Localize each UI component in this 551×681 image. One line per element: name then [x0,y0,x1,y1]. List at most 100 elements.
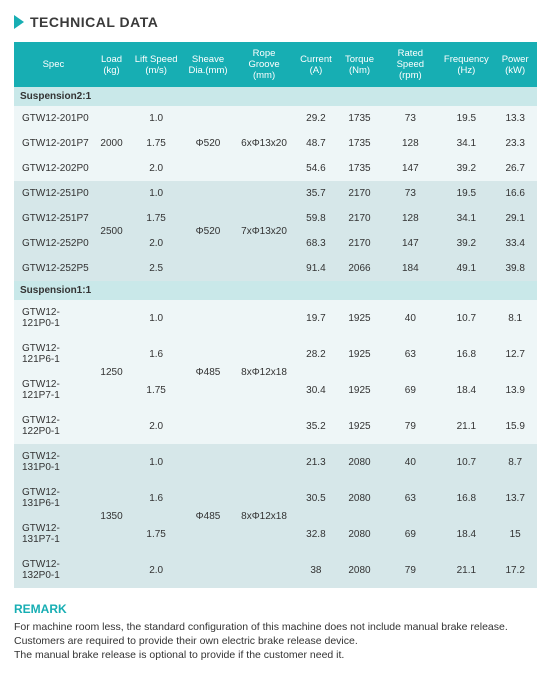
cell-power: 16.6 [493,181,537,206]
cell-freq: 19.5 [439,181,493,206]
cell-spec: GTW12-132P0-1 [14,552,93,588]
cell-spec: GTW12-201P7 [14,131,93,156]
cell-current: 21.3 [294,444,338,480]
cell-torque: 2080 [338,552,382,588]
cell-rspeed: 79 [381,552,439,588]
cell-freq: 21.1 [439,552,493,588]
cell-rspeed: 147 [381,231,439,256]
col-torque: Torque(Nm) [338,42,382,87]
cell-freq: 49.1 [439,256,493,281]
cell-freq: 18.4 [439,372,493,408]
col-lift: Lift Speed(m/s) [130,42,182,87]
cell-spec: GTW12-252P0 [14,231,93,256]
cell-torque: 2080 [338,516,382,552]
cell-rspeed: 63 [381,336,439,372]
cell-freq: 34.1 [439,206,493,231]
cell-rspeed: 79 [381,408,439,444]
cell-current: 91.4 [294,256,338,281]
section-subheader-text: Suspension2:1 [14,87,537,106]
cell-power: 15.9 [493,408,537,444]
cell-power: 39.8 [493,256,537,281]
cell-lift: 1.6 [130,336,182,372]
cell-sheave: Φ520 [182,106,234,181]
cell-lift: 2.0 [130,231,182,256]
cell-spec: GTW12-131P0-1 [14,444,93,480]
cell-current: 68.3 [294,231,338,256]
cell-torque: 2080 [338,480,382,516]
table-row: GTW12-201P020001.0Φ5206xΦ13x2029.2173573… [14,106,537,131]
cell-torque: 1925 [338,408,382,444]
cell-rope: 6xΦ13x20 [234,106,294,181]
cell-freq: 19.5 [439,106,493,131]
cell-torque: 2170 [338,206,382,231]
remark-text: For machine room less, the standard conf… [14,620,537,663]
cell-load: 2500 [93,181,130,281]
cell-torque: 2066 [338,256,382,281]
table-row: GTW12-121P0-112501.0Φ4858xΦ12x1819.71925… [14,300,537,336]
cell-rope: 7xΦ13x20 [234,181,294,281]
cell-load: 1350 [93,444,130,588]
heading-text: TECHNICAL DATA [30,14,158,30]
cell-spec: GTW12-251P0 [14,181,93,206]
col-freq: Frequency(Hz) [439,42,493,87]
table-row: GTW12-251P025001.0Φ5207xΦ13x2035.7217073… [14,181,537,206]
cell-current: 35.7 [294,181,338,206]
cell-sheave: Φ520 [182,181,234,281]
cell-lift: 1.6 [130,480,182,516]
cell-torque: 1925 [338,372,382,408]
cell-spec: GTW12-252P5 [14,256,93,281]
remark-heading: REMARK [14,602,537,616]
cell-lift: 1.75 [130,372,182,408]
cell-spec: GTW12-131P7-1 [14,516,93,552]
col-current: Current(A) [294,42,338,87]
cell-rspeed: 128 [381,206,439,231]
cell-torque: 1735 [338,106,382,131]
cell-spec: GTW12-121P6-1 [14,336,93,372]
col-power: Power(kW) [493,42,537,87]
cell-spec: GTW12-121P0-1 [14,300,93,336]
cell-freq: 10.7 [439,444,493,480]
cell-power: 26.7 [493,156,537,181]
cell-sheave: Φ485 [182,300,234,444]
cell-sheave: Φ485 [182,444,234,588]
cell-current: 30.5 [294,480,338,516]
table-header-row: Spec Load(kg) Lift Speed(m/s) SheaveDia.… [14,42,537,87]
cell-power: 8.7 [493,444,537,480]
cell-spec: GTW12-202P0 [14,156,93,181]
cell-rspeed: 69 [381,516,439,552]
cell-power: 13.7 [493,480,537,516]
cell-lift: 2.0 [130,408,182,444]
cell-lift: 1.0 [130,106,182,131]
cell-rspeed: 69 [381,372,439,408]
cell-freq: 39.2 [439,156,493,181]
cell-power: 13.9 [493,372,537,408]
cell-freq: 39.2 [439,231,493,256]
cell-power: 12.7 [493,336,537,372]
cell-spec: GTW12-251P7 [14,206,93,231]
cell-rspeed: 63 [381,480,439,516]
cell-rspeed: 147 [381,156,439,181]
cell-rspeed: 73 [381,106,439,131]
cell-current: 28.2 [294,336,338,372]
cell-current: 59.8 [294,206,338,231]
cell-rope: 8xΦ12x18 [234,444,294,588]
cell-lift: 2.5 [130,256,182,281]
section-subheader-text: Suspension1:1 [14,281,537,300]
col-spec: Spec [14,42,93,87]
cell-freq: 18.4 [439,516,493,552]
cell-power: 13.3 [493,106,537,131]
cell-lift: 2.0 [130,552,182,588]
section-heading: TECHNICAL DATA [14,14,537,30]
cell-current: 29.2 [294,106,338,131]
cell-rspeed: 184 [381,256,439,281]
cell-lift: 1.75 [130,516,182,552]
cell-current: 38 [294,552,338,588]
section-subheader: Suspension2:1 [14,87,537,106]
cell-current: 30.4 [294,372,338,408]
cell-torque: 1925 [338,336,382,372]
cell-current: 54.6 [294,156,338,181]
cell-torque: 1925 [338,300,382,336]
cell-lift: 1.0 [130,181,182,206]
cell-lift: 2.0 [130,156,182,181]
section-subheader: Suspension1:1 [14,281,537,300]
